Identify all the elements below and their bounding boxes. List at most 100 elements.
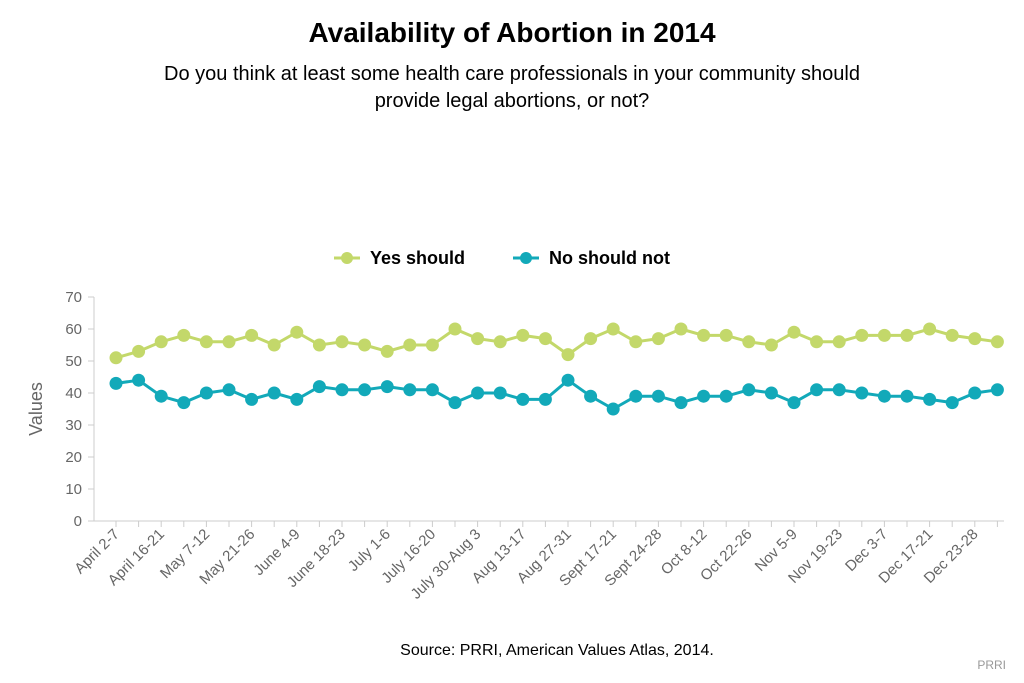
data-point[interactable] <box>990 335 1004 349</box>
data-point[interactable] <box>900 328 914 342</box>
data-point[interactable] <box>968 332 982 346</box>
y-axis-label: Values <box>26 382 46 436</box>
series-no-should-not <box>109 373 1004 416</box>
data-point[interactable] <box>787 325 801 339</box>
data-point[interactable] <box>606 322 620 336</box>
data-point[interactable] <box>222 335 236 349</box>
data-point[interactable] <box>629 335 643 349</box>
data-point[interactable] <box>516 392 530 406</box>
data-point[interactable] <box>538 332 552 346</box>
data-point[interactable] <box>312 338 326 352</box>
data-point[interactable] <box>990 383 1004 397</box>
data-point[interactable] <box>132 373 146 387</box>
data-point[interactable] <box>403 338 417 352</box>
data-point[interactable] <box>335 335 349 349</box>
data-point[interactable] <box>719 389 733 403</box>
data-point[interactable] <box>245 328 259 342</box>
data-point[interactable] <box>312 380 326 394</box>
y-tick-label: 50 <box>65 353 82 370</box>
y-axis-ticks: 0 10 20 30 40 50 60 70 <box>65 289 94 530</box>
legend-item-no[interactable]: No should not <box>513 248 670 268</box>
data-point[interactable] <box>855 328 869 342</box>
data-point[interactable] <box>877 328 891 342</box>
series-yes-should <box>109 322 1004 365</box>
data-point[interactable] <box>471 386 485 400</box>
data-point[interactable] <box>764 386 778 400</box>
data-point[interactable] <box>561 348 575 362</box>
data-point[interactable] <box>832 335 846 349</box>
data-point[interactable] <box>606 402 620 416</box>
legend-no-marker <box>520 252 532 264</box>
y-tick-label: 0 <box>74 513 82 530</box>
data-point[interactable] <box>674 396 688 410</box>
legend-yes-label: Yes should <box>370 248 465 268</box>
data-point[interactable] <box>448 396 462 410</box>
data-point[interactable] <box>810 383 824 397</box>
data-point[interactable] <box>697 389 711 403</box>
data-point[interactable] <box>516 328 530 342</box>
chart-subtitle-line-2: provide legal abortions, or not? <box>375 90 650 112</box>
data-point[interactable] <box>855 386 869 400</box>
data-point[interactable] <box>290 392 304 406</box>
data-point[interactable] <box>900 389 914 403</box>
data-point[interactable] <box>380 380 394 394</box>
data-point[interactable] <box>403 383 417 397</box>
data-point[interactable] <box>561 373 575 387</box>
data-point[interactable] <box>968 386 982 400</box>
data-point[interactable] <box>154 335 168 349</box>
data-point[interactable] <box>267 386 281 400</box>
legend-item-yes[interactable]: Yes should <box>334 248 465 268</box>
data-point[interactable] <box>810 335 824 349</box>
data-point[interactable] <box>697 328 711 342</box>
data-point[interactable] <box>651 389 665 403</box>
data-point[interactable] <box>538 392 552 406</box>
data-point[interactable] <box>380 344 394 358</box>
data-point[interactable] <box>132 344 146 358</box>
data-point[interactable] <box>742 335 756 349</box>
data-point[interactable] <box>945 396 959 410</box>
y-tick-label: 20 <box>65 449 82 466</box>
data-point[interactable] <box>877 389 891 403</box>
y-tick-label: 10 <box>65 481 82 498</box>
data-point[interactable] <box>493 386 507 400</box>
data-point[interactable] <box>945 328 959 342</box>
data-point[interactable] <box>719 328 733 342</box>
data-point[interactable] <box>177 396 191 410</box>
data-point[interactable] <box>199 335 213 349</box>
data-point[interactable] <box>109 351 123 365</box>
data-point[interactable] <box>425 338 439 352</box>
legend-yes-marker <box>341 252 353 264</box>
data-point[interactable] <box>199 386 213 400</box>
data-point[interactable] <box>245 392 259 406</box>
data-point[interactable] <box>222 383 236 397</box>
y-tick-label: 30 <box>65 417 82 434</box>
data-point[interactable] <box>471 332 485 346</box>
data-point[interactable] <box>335 383 349 397</box>
chart-title: Availability of Abortion in 2014 <box>308 17 716 48</box>
data-point[interactable] <box>177 328 191 342</box>
data-point[interactable] <box>290 325 304 339</box>
data-point[interactable] <box>629 389 643 403</box>
legend-no-label: No should not <box>549 248 670 268</box>
data-point[interactable] <box>787 396 801 410</box>
data-point[interactable] <box>742 383 756 397</box>
series-line <box>115 378 998 411</box>
data-point[interactable] <box>448 322 462 336</box>
data-point[interactable] <box>584 389 598 403</box>
data-point[interactable] <box>651 332 665 346</box>
data-point[interactable] <box>584 332 598 346</box>
y-tick-label: 60 <box>65 321 82 338</box>
data-point[interactable] <box>267 338 281 352</box>
data-point[interactable] <box>674 322 688 336</box>
data-point[interactable] <box>923 392 937 406</box>
data-point[interactable] <box>425 383 439 397</box>
data-point[interactable] <box>154 389 168 403</box>
data-point[interactable] <box>493 335 507 349</box>
data-point[interactable] <box>923 322 937 336</box>
data-point[interactable] <box>764 338 778 352</box>
data-point[interactable] <box>832 383 846 397</box>
data-point[interactable] <box>358 338 372 352</box>
data-point[interactable] <box>358 383 372 397</box>
data-point[interactable] <box>109 376 123 390</box>
